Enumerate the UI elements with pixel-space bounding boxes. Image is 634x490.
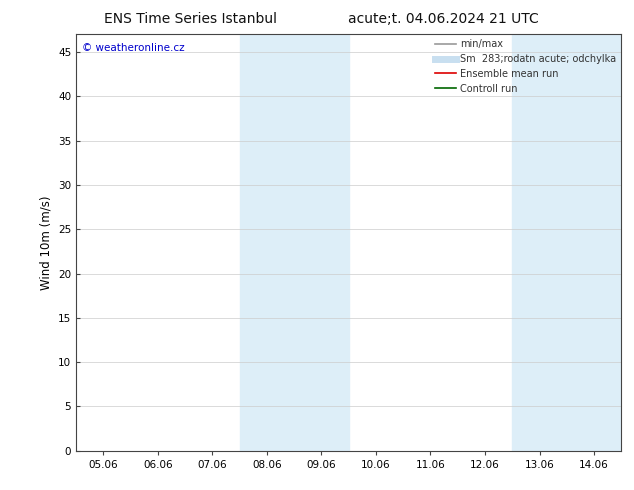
Title: ENS Time Series Istanbul        acute;t. 04.06.2024 21 UTC: ENS Time Series Istanbul acute;t. 04.06.… (0, 489, 1, 490)
Bar (240, 34, 349, 451)
Text: ENS Time Series Istanbul: ENS Time Series Istanbul (104, 12, 276, 26)
Text: © weatheronline.cz: © weatheronline.cz (82, 43, 184, 52)
Legend: min/max, Sm  283;rodatn acute; odchylka, Ensemble mean run, Controll run: min/max, Sm 283;rodatn acute; odchylka, … (432, 36, 619, 97)
Y-axis label: Wind 10m (m/s): Wind 10m (m/s) (39, 196, 53, 290)
Text: acute;t. 04.06.2024 21 UTC: acute;t. 04.06.2024 21 UTC (349, 12, 539, 26)
Bar (512, 34, 621, 451)
